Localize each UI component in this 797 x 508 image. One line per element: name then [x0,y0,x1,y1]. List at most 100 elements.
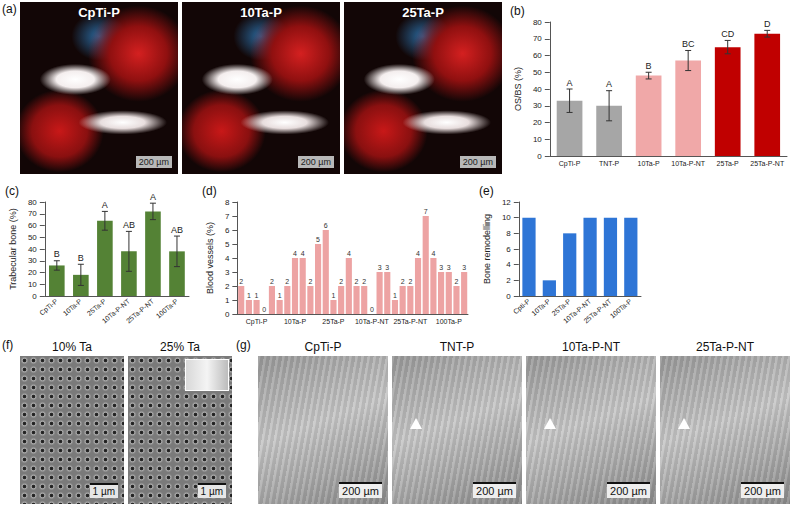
svg-text:2: 2 [285,278,289,285]
svg-text:10Ta-P: 10Ta-P [284,318,307,325]
svg-text:10Ta-P-NT: 10Ta-P-NT [355,318,390,325]
svg-text:50: 50 [28,233,37,242]
svg-text:100Ta-P: 100Ta-P [155,297,180,319]
svg-text:CpTi-P: CpTi-P [246,318,268,326]
svg-text:10: 10 [533,135,542,144]
svg-text:2: 2 [401,278,405,285]
svg-text:2: 2 [408,278,412,285]
svg-text:25Ta-P-NT: 25Ta-P-NT [582,297,613,325]
svg-text:Bone remodelling: Bone remodelling [482,214,492,284]
svg-text:Blood vessels (%): Blood vessels (%) [205,222,215,294]
svg-text:50: 50 [533,68,542,77]
svg-text:4: 4 [301,250,305,257]
svg-text:(c): (c) [5,184,19,198]
svg-text:10Ta-P-NT: 10Ta-P-NT [671,160,706,167]
svg-text:80: 80 [28,198,37,207]
svg-text:1: 1 [393,292,397,299]
svg-text:TNT-P: TNT-P [599,160,620,167]
svg-text:25Ta-P-NT: 25Ta-P-NT [750,160,785,167]
svg-text:(d): (d) [202,184,217,198]
svg-text:0: 0 [537,152,542,161]
svg-text:D: D [764,19,771,29]
svg-text:6: 6 [225,226,230,235]
svg-text:2: 2 [308,278,312,285]
svg-text:10: 10 [502,213,511,222]
svg-text:1: 1 [247,292,251,299]
svg-text:0: 0 [506,292,511,301]
svg-text:CpTi-P: CpTi-P [559,160,581,168]
svg-text:7: 7 [225,212,230,221]
svg-text:1: 1 [332,292,336,299]
svg-text:2: 2 [362,278,366,285]
svg-text:2: 2 [355,278,359,285]
svg-text:3: 3 [385,264,389,271]
svg-text:B: B [54,249,60,259]
svg-text:OS/BS (%): OS/BS (%) [513,67,523,111]
svg-text:AB: AB [171,225,183,235]
svg-text:5: 5 [316,236,320,243]
svg-text:B: B [646,61,652,71]
svg-text:60: 60 [533,51,542,60]
svg-text:2: 2 [339,278,343,285]
svg-text:8: 8 [506,229,511,238]
svg-text:4: 4 [225,254,230,263]
svg-text:Trabecular bone (%): Trabecular bone (%) [8,208,18,290]
svg-text:25Ta-P-NT: 25Ta-P-NT [125,297,156,325]
svg-text:1: 1 [225,296,230,305]
svg-text:25Ta-P: 25Ta-P [322,318,345,325]
svg-text:1: 1 [255,292,259,299]
svg-text:4: 4 [431,250,435,257]
svg-text:60: 60 [28,221,37,230]
svg-text:0: 0 [262,306,266,313]
svg-text:3: 3 [447,264,451,271]
svg-text:2: 2 [506,276,511,285]
svg-text:BC: BC [682,39,695,49]
svg-text:(e): (e) [479,184,494,198]
svg-text:5: 5 [225,240,230,249]
svg-text:4: 4 [416,250,420,257]
svg-text:8: 8 [225,198,230,207]
svg-text:(b): (b) [510,4,525,18]
svg-text:3: 3 [378,264,382,271]
svg-text:30: 30 [533,101,542,110]
svg-text:4: 4 [506,260,511,269]
svg-text:20: 20 [533,118,542,127]
svg-text:30: 30 [28,256,37,265]
svg-text:25Ta-P: 25Ta-P [717,160,740,167]
svg-text:6: 6 [506,245,511,254]
svg-text:100Ta-P: 100Ta-P [609,297,634,319]
svg-text:B: B [78,253,84,263]
svg-text:40: 40 [28,245,37,254]
svg-text:25Ta-P-NT: 25Ta-P-NT [393,318,428,325]
svg-text:AB: AB [123,220,135,230]
svg-text:70: 70 [28,209,37,218]
svg-text:0: 0 [370,306,374,313]
svg-text:2: 2 [239,278,243,285]
svg-text:3: 3 [462,264,466,271]
svg-text:0: 0 [225,310,230,319]
svg-text:A: A [150,192,156,202]
svg-text:2: 2 [455,278,459,285]
svg-text:CD: CD [721,29,734,39]
svg-text:70: 70 [533,34,542,43]
svg-text:A: A [606,79,612,89]
svg-text:2: 2 [270,278,274,285]
svg-text:10Ta-P: 10Ta-P [530,297,552,317]
svg-text:3: 3 [439,264,443,271]
svg-text:Cpti-P: Cpti-P [512,297,532,316]
svg-text:A: A [102,200,108,210]
svg-text:4: 4 [293,250,297,257]
svg-text:CpTi-P: CpTi-P [38,297,60,317]
svg-text:25Ta-P: 25Ta-P [86,297,108,317]
svg-text:40: 40 [533,85,542,94]
svg-text:A: A [567,78,573,88]
svg-text:4: 4 [347,250,351,257]
svg-text:80: 80 [533,18,542,27]
svg-text:10Ta-P: 10Ta-P [638,160,661,167]
svg-text:6: 6 [324,222,328,229]
svg-text:10: 10 [28,280,37,289]
svg-text:12: 12 [502,198,511,207]
svg-text:2: 2 [225,282,230,291]
svg-text:20: 20 [28,268,37,277]
svg-text:7: 7 [424,208,428,215]
